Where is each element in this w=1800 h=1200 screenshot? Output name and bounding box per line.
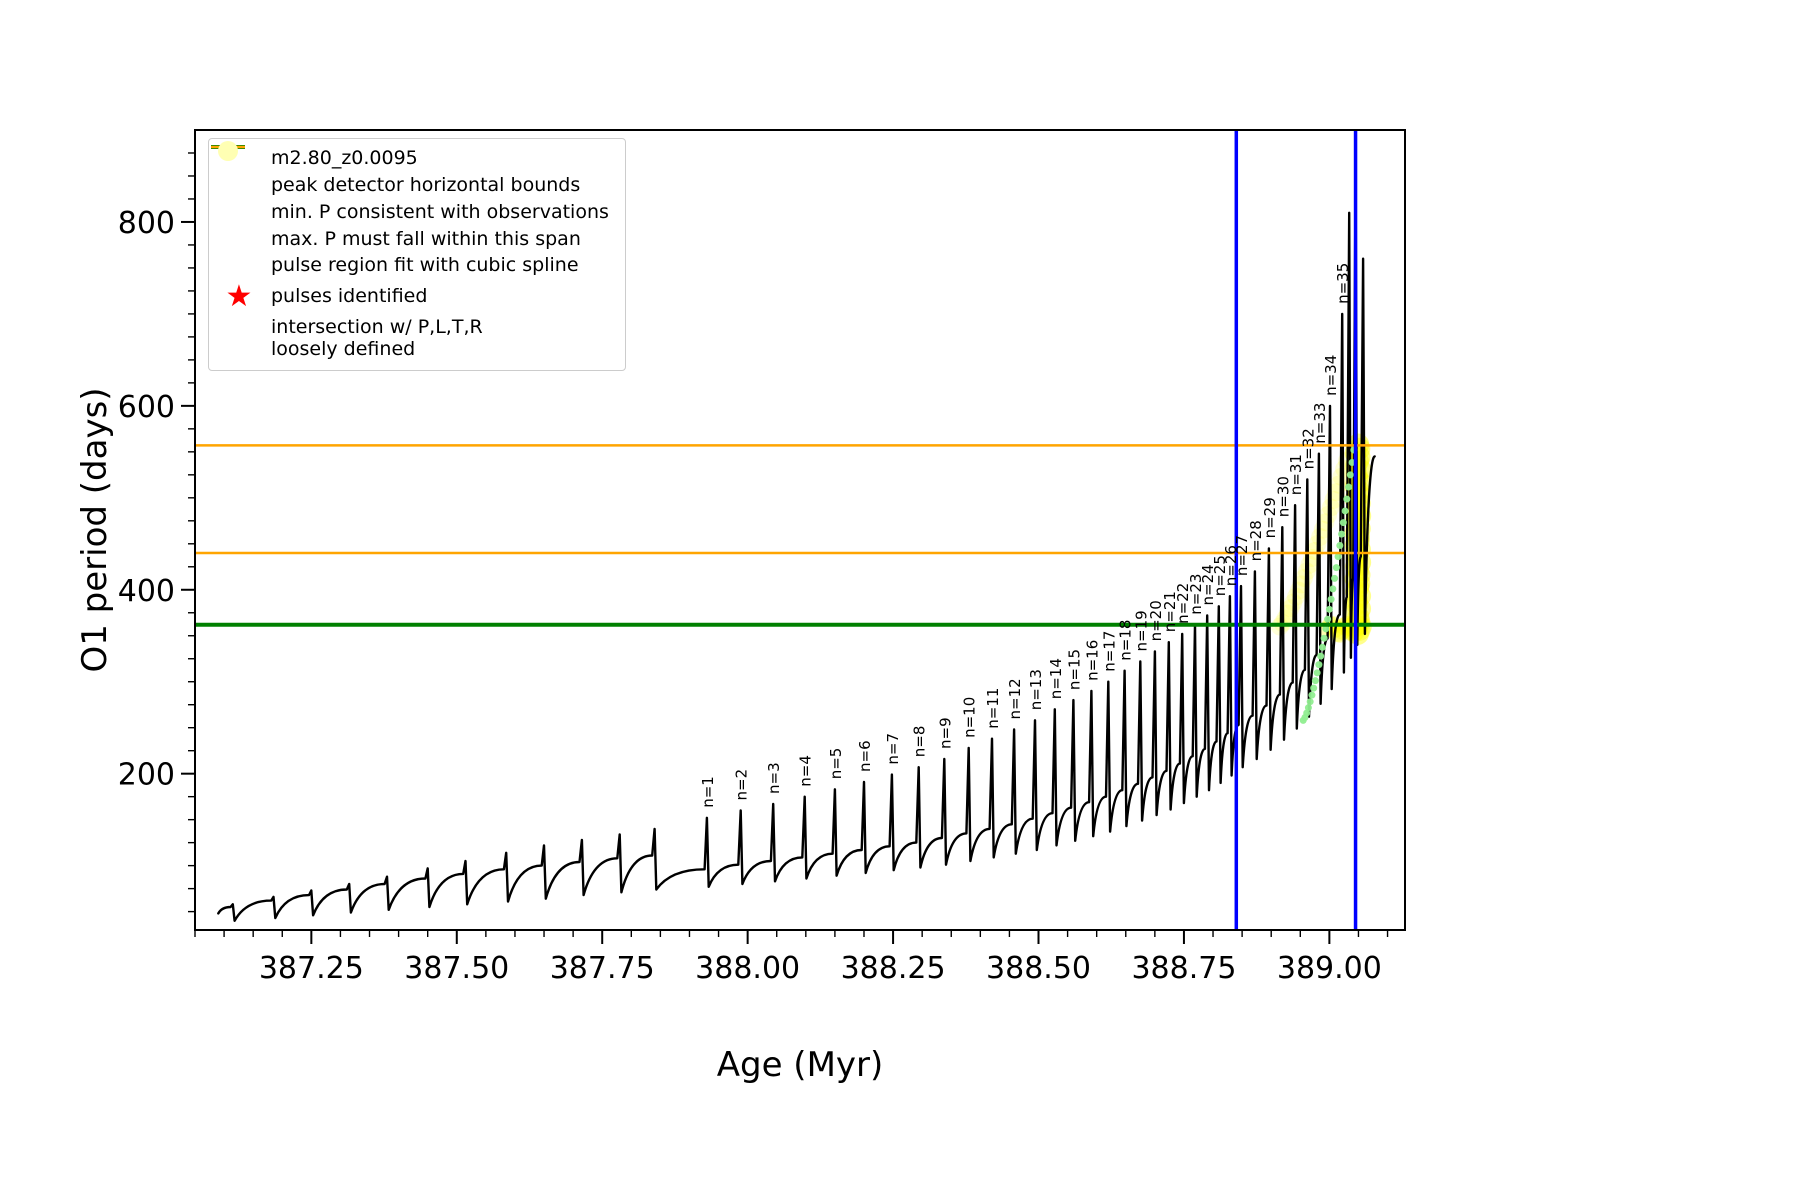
x-tick-label: 388.75 [1131, 951, 1236, 986]
pulse-label-n18: n=18 [1117, 620, 1135, 661]
pulse-label-n27: n=27 [1233, 535, 1251, 576]
legend-label: pulses identified [271, 285, 428, 308]
pulse-label-n21: n=21 [1161, 591, 1179, 632]
x-tick-label: 388.25 [841, 951, 946, 986]
y-tick-label: 200 [118, 758, 175, 793]
legend-label: min. P consistent with observations [271, 200, 609, 223]
legend-item-2: min. P consistent with observations [211, 145, 609, 224]
x-axis-label: Age (Myr) [716, 1045, 884, 1085]
pulse-label-n16: n=16 [1083, 640, 1101, 681]
pulse-label-n13: n=13 [1027, 669, 1045, 710]
pulse-label-n30: n=30 [1274, 476, 1292, 517]
legend-label: intersection w/ P,L,T,R loosely defined [271, 316, 483, 361]
x-tick-label: 387.75 [550, 951, 655, 986]
pulse-label-n2: n=2 [733, 769, 751, 801]
pulse-label-n24: n=24 [1199, 564, 1217, 605]
pulse-label-n35: n=35 [1334, 263, 1352, 304]
pulse-label-n23: n=23 [1187, 574, 1205, 615]
x-ticks: 387.25 387.50 387.75 388.00 388.25 388.50 388.… [194, 930, 1389, 986]
guide-lines [195, 130, 1405, 930]
axes-frame [194, 129, 1406, 931]
legend-item-1: peak detector horizontal bounds [211, 145, 609, 197]
legend-label: max. P must fall within this span [271, 227, 581, 250]
pulse-label-n1: n=1 [699, 776, 717, 808]
legend-item-0: m2.80_z0.0095 [211, 144, 609, 170]
legend-item-5: ★ pulses identified [219, 282, 609, 312]
series-curve [217, 163, 1376, 922]
pulse-label-n14: n=14 [1047, 658, 1065, 699]
x-tick-label: 388.00 [695, 951, 800, 986]
pulse-label-n33: n=33 [1311, 403, 1329, 444]
pulse-label-n29: n=29 [1261, 497, 1279, 538]
pulse-label-n9: n=9 [936, 717, 954, 749]
pulse-label-n5: n=5 [827, 748, 845, 780]
y-tick-label: 400 [118, 574, 175, 609]
x-tick-label: 388.50 [986, 951, 1091, 986]
legend-item-6: intersection w/ P,L,T,R loosely defined [218, 141, 609, 361]
y-tick-label: 800 [118, 206, 175, 241]
pulse-label-n32: n=32 [1299, 428, 1317, 469]
pulse-label-n31: n=31 [1287, 454, 1305, 495]
pulse-label-n12: n=12 [1006, 678, 1024, 719]
pulse-label-n34: n=34 [1322, 355, 1340, 396]
pulse-label-n25: n=25 [1211, 555, 1229, 596]
pulse-annotations: n=1 n=2 n=3 n=4 n=5 n=6 n=7 n=8 n=9 n=10 n=11 n=12 n… [699, 263, 1352, 808]
legend-item-4: pulse region fit with cubic spline [219, 147, 609, 277]
y-axis-label: O1 period (days) [75, 387, 115, 673]
pulse-label-n7: n=7 [884, 733, 902, 765]
pulse-label-n19: n=19 [1132, 610, 1150, 651]
pulse-label-n11: n=11 [984, 688, 1002, 729]
pulse-label-n3: n=3 [765, 762, 783, 794]
legend-label: m2.80_z0.0095 [271, 147, 418, 169]
pulse-label-n6: n=6 [856, 740, 874, 772]
pulse-label-n8: n=8 [911, 726, 929, 758]
legend-item-3: max. P must fall within this span [211, 145, 609, 251]
x-tick-label: 389.00 [1277, 951, 1382, 986]
y-ticks: 200 400 600 800 [118, 152, 195, 913]
legend-label: pulse region fit with cubic spline [271, 254, 579, 277]
pulse-label-n20: n=20 [1147, 600, 1165, 641]
legend-swatch-star-icon: ★ [225, 279, 253, 315]
x-tick-label: 387.25 [259, 951, 364, 986]
pulse-label-n4: n=4 [797, 755, 815, 787]
pulse-label-n17: n=17 [1100, 631, 1118, 672]
pulse-label-n28: n=28 [1247, 520, 1265, 561]
x-tick-label: 387.50 [404, 951, 509, 986]
pulse-label-n26: n=26 [1222, 545, 1240, 586]
pulse-label-n10: n=10 [961, 697, 979, 738]
pulse-label-n22: n=22 [1174, 583, 1192, 624]
y-tick-label: 600 [118, 390, 175, 425]
legend-label: peak detector horizontal bounds [271, 173, 581, 196]
pulse-label-n15: n=15 [1065, 649, 1083, 690]
